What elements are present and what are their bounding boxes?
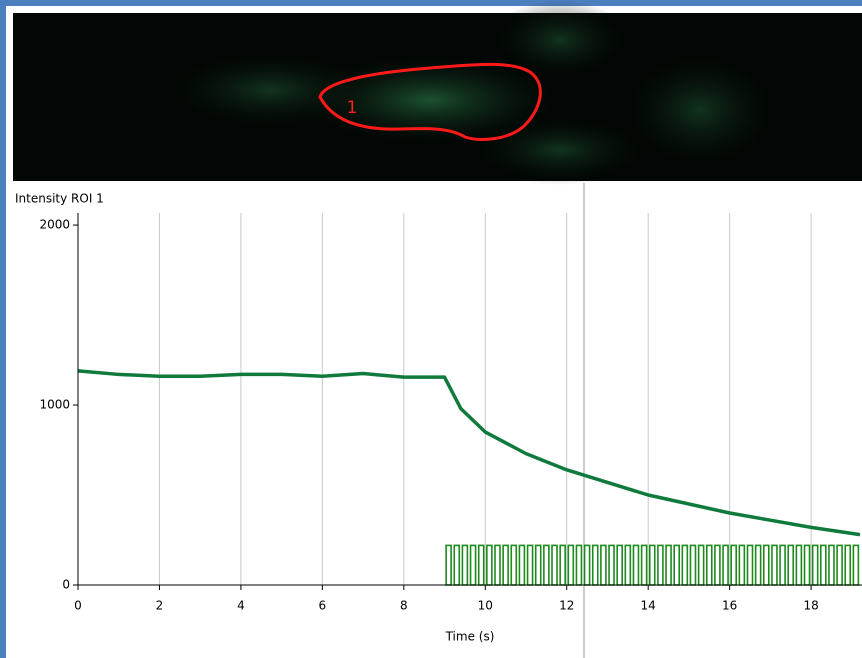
stimulus-pulse [715,545,720,585]
stimulus-pulse [593,545,598,585]
stimulus-pulse [601,545,606,585]
x-tick-label: 6 [319,599,327,613]
stimulus-pulse [519,545,524,585]
stimulus-pulse [633,545,638,585]
intensity-trace [78,371,860,535]
stimulus-pulse [837,545,842,585]
stimulus-pulse [576,545,581,585]
y-tick-label: 2000 [39,218,70,232]
x-tick-label: 8 [400,599,408,613]
stimulus-pulse [462,545,467,585]
window: {"image": {"roi_label": "1"}, "chart_dat… [0,0,862,658]
stimulus-pulse [544,545,549,585]
stimulus-pulse [454,545,459,585]
stimulus-pulse [805,545,810,585]
stimulus-pulse [707,545,712,585]
stimulus-pulse [487,545,492,585]
stimulus-pulse [682,545,687,585]
x-tick-label: 18 [803,599,818,613]
stimulus-pulse [650,545,655,585]
stimulus-pulse [568,545,573,585]
stimulus-pulse [536,545,541,585]
stimulus-pulse [690,545,695,585]
y-axis-label: Intensity ROI 1 [15,192,104,206]
stimulus-pulse [642,545,647,585]
stimulus-pulse [674,545,679,585]
stimulus-pulse [625,545,630,585]
chart: 1 Intensity ROI 1 Time (s) 0 2 4 6 8 10 12 14 16… [0,0,862,658]
x-tick-label: 2 [156,599,164,613]
stimulus-pulse [495,545,500,585]
y-tick-label: 1000 [39,398,70,412]
stimulus-pulse [748,545,753,585]
x-tick-label: 4 [237,599,245,613]
stimulus-pulse [723,545,728,585]
stimulus-pulse [788,545,793,585]
stimulus-pulse [764,545,769,585]
x-axis-label: Time (s) [445,630,495,644]
stimulus-pulse [552,545,557,585]
stimulus-pulse [503,545,508,585]
stimulus-pulse [821,545,826,585]
y-tick-label: 0 [62,578,70,592]
stimulus-pulse [756,545,761,585]
x-tick-label: 14 [641,599,656,613]
stimulus-pulse [796,545,801,585]
stimulus-pulse [699,545,704,585]
stimulus-pulse [471,545,476,585]
x-tick-label: 10 [478,599,493,613]
stimulus-pulse [853,545,858,585]
stimulus-pulse [479,545,484,585]
stimulus-pulse [780,545,785,585]
stimulus-pulse [731,545,736,585]
stimulus-pulse [813,545,818,585]
microscope-image: 1 [13,0,862,185]
stimulus-pulse [658,545,663,585]
x-tick-label: 0 [74,599,82,613]
stimulus-pulse [446,545,451,585]
stimulus-pulse [528,545,533,585]
stimulus-pulse [845,545,850,585]
stimulus-pulse [560,545,565,585]
stimulus-pulse [511,545,516,585]
stimulus-pulse [772,545,777,585]
stimulus-pulse [617,545,622,585]
stimulus-pulse [829,545,834,585]
x-tick-label: 16 [722,599,737,613]
x-tick-label: 12 [559,599,574,613]
stimulus-pulse [666,545,671,585]
roi-label: 1 [347,98,358,118]
stimulus-pulse [609,545,614,585]
stimulus-pulse [739,545,744,585]
stimulus-pulse [585,545,590,585]
